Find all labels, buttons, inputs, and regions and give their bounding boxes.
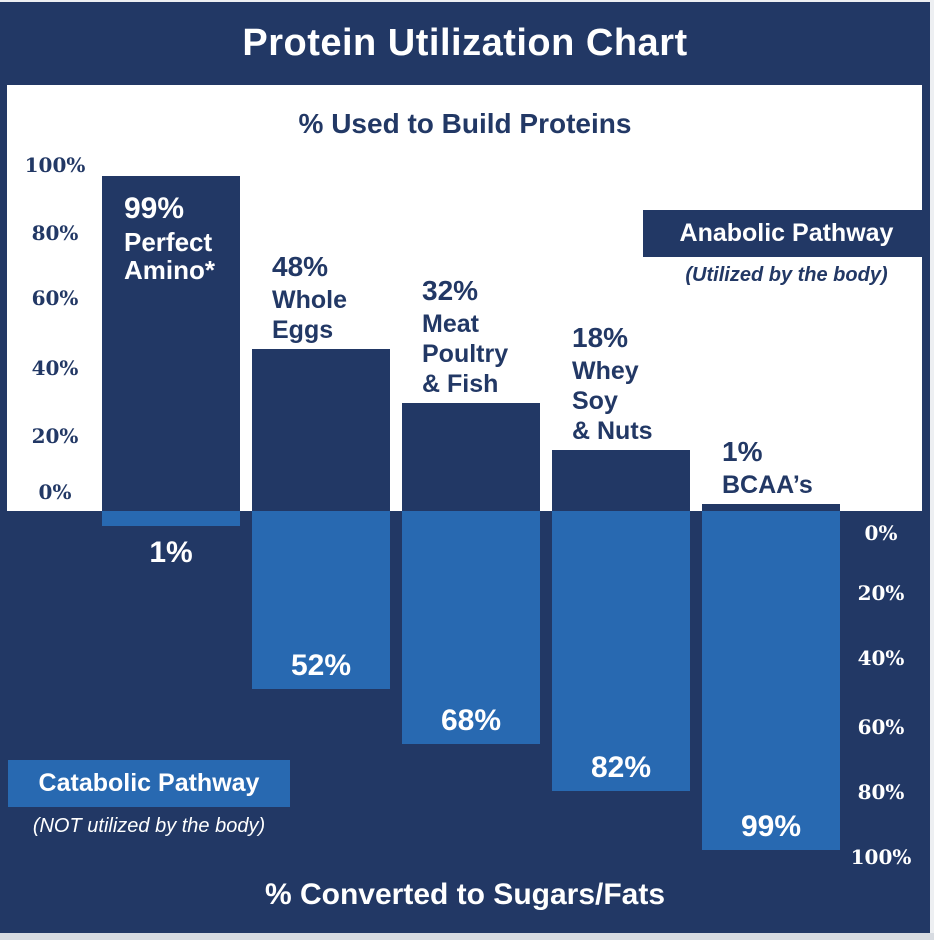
top-axis-tick: 20%	[31, 424, 79, 448]
category-name-line: Perfect	[124, 227, 213, 258]
catabolic-bar-whey-soy-nuts	[552, 511, 690, 792]
anabolic-value: 99%	[124, 192, 185, 226]
catabolic-bar-whole-eggs	[252, 511, 390, 689]
top-axis-tick: 80%	[31, 221, 79, 245]
bottom-axis-tick: 0%	[864, 521, 898, 545]
category-name-line: & Fish	[422, 369, 499, 398]
chart-header: Protein Utilization Chart	[0, 2, 930, 85]
anabolic-label-perfect-amino: 99% Perfect Amino*	[124, 190, 242, 284]
frame-edge-right	[930, 0, 934, 940]
category-name-line: Whey	[572, 357, 639, 386]
anabolic-value: 32%	[422, 274, 479, 306]
bottom-axis-tick: 100%	[850, 845, 912, 869]
catabolic-bar-bcaa-s	[702, 511, 840, 850]
catabolic-label-meat-poultry-fish: 68%	[440, 703, 502, 737]
chart-title: Protein Utilization Chart	[242, 22, 688, 64]
catabolic-label-whey-soy-nuts: 82%	[590, 751, 652, 785]
bottom-axis-tick: 40%	[857, 646, 905, 670]
category-name-line: Eggs	[272, 315, 334, 344]
frame-edge-top	[0, 0, 934, 2]
bottom-axis-tick: 60%	[857, 715, 905, 739]
anabolic-label-whey-soy-nuts: 18% Whey Soy & Nuts	[572, 320, 752, 446]
anabolic-label-whole-eggs: 48% Whole Eggs	[272, 249, 452, 345]
anabolic-value: 1%	[722, 436, 763, 467]
anabolic-pathway-legend: Anabolic Pathway	[643, 210, 930, 257]
frame-edge-bottom	[0, 933, 934, 940]
top-axis-tick: 60%	[31, 286, 79, 310]
top-axis-title: % Used to Build Proteins	[298, 108, 632, 139]
bottom-axis-title: % Converted to Sugars/Fats	[264, 878, 666, 911]
category-name-line: Meat	[422, 309, 479, 338]
anabolic-bar-whey-soy-nuts	[552, 450, 690, 511]
category-name-line: Whole	[272, 285, 347, 314]
anabolic-bar-meat-poultry-fish	[402, 402, 540, 511]
bottom-axis-tick: 20%	[857, 581, 905, 605]
category-name-line: Soy	[572, 387, 618, 416]
anabolic-value: 48%	[272, 250, 329, 282]
catabolic-label-whole-eggs: 52%	[290, 648, 352, 682]
category-name-line: BCAA’s	[722, 471, 813, 499]
category-name-line: & Nuts	[572, 417, 653, 446]
anabolic-pathway-label: Anabolic Pathway	[679, 219, 894, 247]
left-border	[0, 85, 7, 511]
catabolic-label-perfect-amino: 1%	[149, 536, 193, 569]
top-axis-tick: 0%	[38, 480, 72, 504]
catabolic-label-bcaa-s: 99%	[740, 809, 802, 843]
catabolic-bar-meat-poultry-fish	[402, 511, 540, 744]
top-axis-tick: 40%	[31, 356, 79, 380]
catabolic-pathway-caption: (NOT utilized by the body)	[32, 815, 266, 837]
bottom-axis-tick: 80%	[857, 780, 905, 804]
anabolic-value: 18%	[572, 322, 629, 354]
anabolic-bar-whole-eggs	[252, 348, 390, 511]
catabolic-pathway-label: Catabolic Pathway	[38, 769, 260, 797]
anabolic-label-bcaa-s: 1% BCAA’s	[722, 434, 902, 500]
anabolic-bar-bcaa-s	[702, 504, 840, 511]
category-name-line: Poultry	[422, 339, 509, 368]
anabolic-bar-perfect-amino	[102, 176, 240, 511]
anabolic-label-meat-poultry-fish: 32% Meat Poultry & Fish	[422, 273, 602, 399]
right-border	[922, 85, 930, 511]
catabolic-bar-perfect-amino	[102, 511, 240, 526]
catabolic-pathway-legend: Catabolic Pathway	[8, 760, 290, 807]
top-axis-tick: 100%	[24, 153, 86, 177]
category-name-line: Amino*	[124, 255, 215, 286]
anabolic-pathway-caption: (Utilized by the body)	[685, 264, 888, 286]
